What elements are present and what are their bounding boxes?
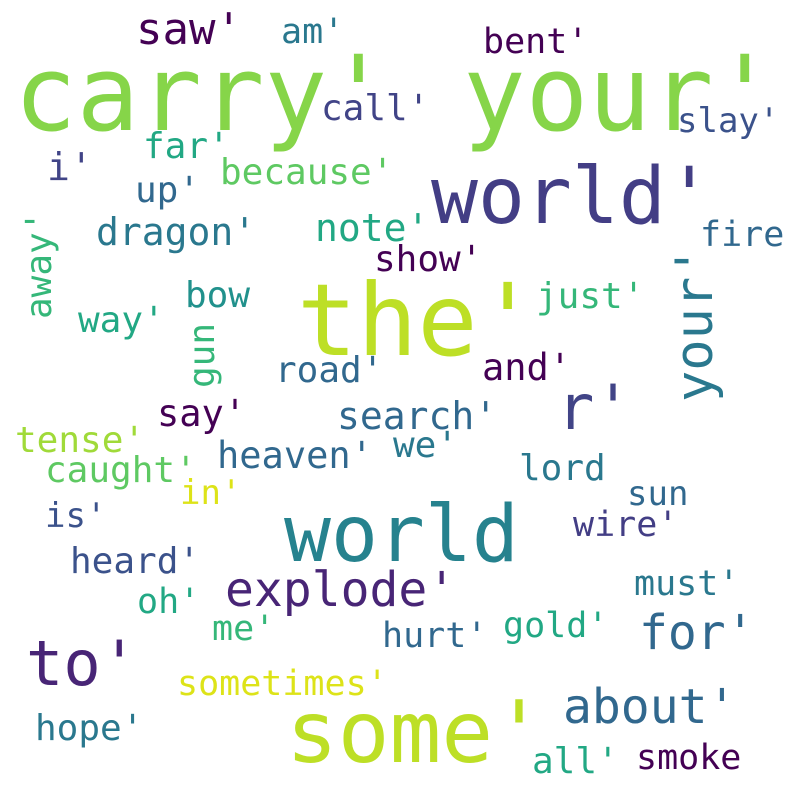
word-carry: carry': [14, 33, 390, 155]
word-wire: wire': [573, 505, 679, 545]
word-slay: slay': [677, 101, 780, 141]
word-tense: tense': [15, 420, 146, 461]
word-heard: heard': [70, 541, 201, 582]
word-fire: fire: [700, 215, 785, 255]
word-because: because': [220, 152, 394, 193]
word-and: and': [482, 346, 572, 389]
word-note: note': [315, 206, 430, 250]
word-we: we': [393, 425, 459, 466]
word-your-vertical: your': [665, 245, 725, 402]
word-far: far': [143, 126, 230, 167]
word-call: call': [321, 88, 430, 129]
word-road: road': [275, 350, 384, 391]
word-hope: hope': [35, 708, 144, 749]
word-up: up': [135, 170, 201, 211]
word-to: to': [26, 627, 138, 700]
word-bent: bent': [483, 22, 589, 62]
word-say: say': [157, 392, 247, 435]
word-the: the': [297, 262, 538, 379]
word-gun: gun: [182, 322, 223, 388]
word-bow: bow: [185, 275, 251, 316]
word-all: all': [532, 741, 619, 782]
word-in: in': [180, 473, 242, 513]
word-hurt: hurt': [382, 616, 488, 656]
word-just: just': [536, 276, 645, 317]
word-sometimes: sometimes': [177, 664, 388, 704]
word-smoke: smoke: [636, 738, 742, 778]
word-your-large: your': [463, 33, 777, 155]
word-lord: lord: [519, 448, 606, 489]
word-saw: saw': [136, 4, 242, 55]
word-am: am': [281, 12, 345, 52]
word-is: is': [45, 496, 107, 536]
word-must: must': [634, 564, 740, 604]
word-world-center: world: [284, 490, 519, 580]
word-about: about': [563, 679, 737, 735]
word-way: way': [78, 300, 165, 341]
word-gold: gold': [503, 606, 609, 646]
word-i: i': [47, 145, 93, 189]
word-search: search': [337, 394, 498, 438]
word-heaven: heaven': [217, 434, 373, 477]
word-away: away': [19, 210, 60, 319]
word-world-top: world': [431, 152, 713, 242]
word-me: me': [212, 609, 276, 649]
word-for: for': [639, 605, 755, 661]
word-caught: caught': [45, 450, 197, 491]
word-explode: explode': [225, 562, 457, 618]
word-r: r': [557, 371, 632, 444]
word-dragon: dragon': [96, 210, 257, 254]
word-some: some': [286, 683, 545, 783]
word-sun: sun: [627, 474, 689, 514]
word-show: show': [374, 239, 483, 280]
word-oh: oh': [137, 582, 201, 622]
